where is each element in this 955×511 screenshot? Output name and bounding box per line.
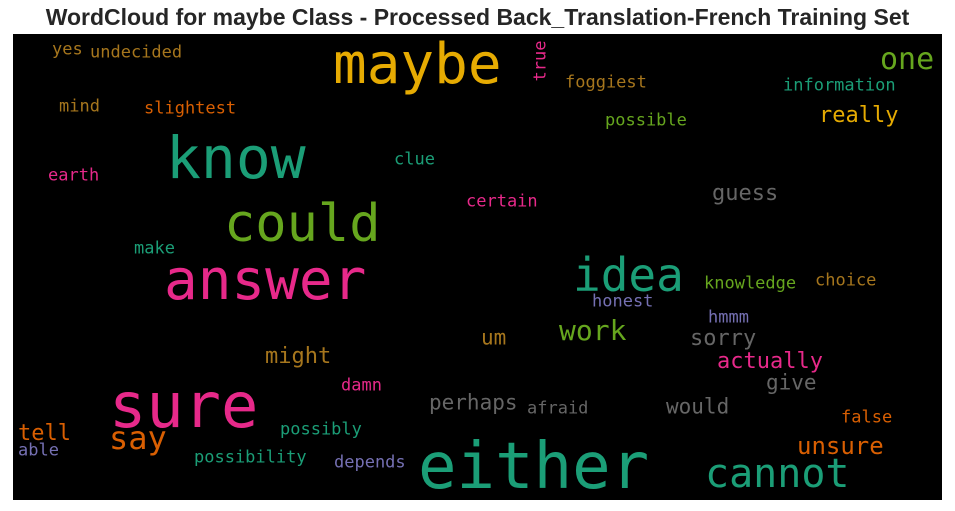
word-slightest: slightest bbox=[144, 98, 237, 119]
word-actually: actually bbox=[717, 349, 823, 374]
word-perhaps: perhaps bbox=[429, 390, 518, 415]
word-mind: mind bbox=[59, 96, 100, 117]
word-guess: guess bbox=[712, 181, 779, 206]
word-idea: idea bbox=[573, 248, 684, 302]
word-damn: damn bbox=[341, 375, 382, 396]
word-possible: possible bbox=[605, 110, 687, 131]
word-choice: choice bbox=[815, 270, 877, 291]
word-certain: certain bbox=[466, 191, 538, 212]
word-make: make bbox=[134, 238, 175, 259]
word-earth: earth bbox=[48, 165, 100, 186]
word-cloud: maybe know could answer sure either idea… bbox=[13, 34, 942, 500]
word-could: could bbox=[224, 194, 381, 254]
word-honest: honest bbox=[592, 291, 654, 312]
word-answer: answer bbox=[164, 248, 367, 313]
word-clue: clue bbox=[394, 149, 435, 170]
word-undecided: undecided bbox=[90, 42, 183, 63]
word-depends: depends bbox=[334, 452, 406, 473]
word-sure: sure bbox=[109, 369, 259, 442]
word-information: information bbox=[783, 75, 896, 96]
word-hmmm: hmmm bbox=[708, 307, 749, 328]
word-um: um bbox=[481, 325, 507, 350]
word-tell: tell bbox=[18, 421, 71, 446]
word-one: one bbox=[880, 42, 935, 77]
word-false: false bbox=[841, 407, 893, 428]
word-unsure: unsure bbox=[797, 432, 884, 460]
word-either: either bbox=[418, 430, 650, 500]
word-might: might bbox=[265, 344, 332, 369]
word-yes: yes bbox=[52, 39, 83, 60]
word-say: say bbox=[109, 419, 167, 457]
word-really: really bbox=[819, 103, 899, 128]
word-knowledge: knowledge bbox=[704, 273, 797, 294]
word-afraid: afraid bbox=[527, 398, 589, 419]
word-foggiest: foggiest bbox=[565, 72, 647, 93]
word-would: would bbox=[666, 394, 730, 419]
word-possibly: possibly bbox=[280, 419, 362, 440]
word-know: know bbox=[166, 124, 306, 192]
word-sorry: sorry bbox=[690, 326, 757, 351]
page-title: WordCloud for maybe Class - Processed Ba… bbox=[45, 4, 910, 30]
word-true: true bbox=[530, 40, 551, 82]
word-work: work bbox=[559, 314, 627, 347]
word-cannot: cannot bbox=[705, 451, 850, 497]
word-possibility: possibility bbox=[194, 447, 307, 468]
word-give: give bbox=[766, 370, 817, 395]
word-maybe: maybe bbox=[333, 34, 502, 97]
word-able: able bbox=[18, 440, 59, 461]
